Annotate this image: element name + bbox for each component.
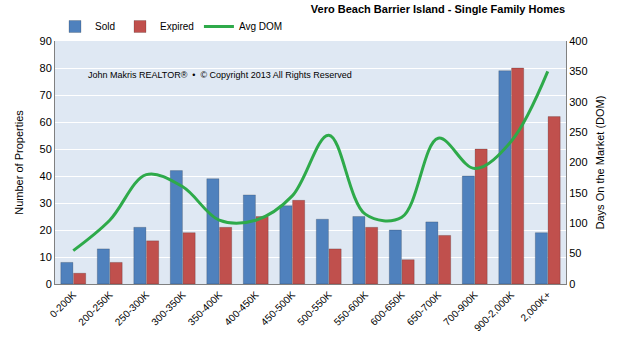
svg-text:900-2,000K: 900-2,000K — [472, 289, 517, 334]
svg-text:200-250K: 200-250K — [76, 289, 115, 328]
svg-text:200: 200 — [569, 156, 587, 168]
svg-text:2,000K+: 2,000K+ — [518, 289, 552, 323]
svg-text:350: 350 — [569, 65, 587, 77]
svg-text:450-500K: 450-500K — [259, 289, 298, 328]
svg-text:70: 70 — [40, 89, 52, 101]
svg-text:550-600K: 550-600K — [332, 289, 371, 328]
svg-text:50: 50 — [40, 143, 52, 155]
svg-text:30: 30 — [40, 197, 52, 209]
svg-text:300-350K: 300-350K — [149, 289, 188, 328]
svg-text:300: 300 — [569, 96, 587, 108]
svg-text:Avg DOM: Avg DOM — [239, 21, 282, 32]
svg-text:250-300K: 250-300K — [113, 289, 152, 328]
svg-text:40: 40 — [40, 170, 52, 182]
svg-text:400-450K: 400-450K — [222, 289, 261, 328]
svg-text:60: 60 — [40, 116, 52, 128]
svg-text:Expired: Expired — [160, 21, 194, 32]
svg-text:Sold: Sold — [95, 21, 115, 32]
svg-text:150: 150 — [569, 187, 587, 199]
svg-text:500-550K: 500-550K — [295, 289, 334, 328]
svg-text:0: 0 — [569, 278, 575, 290]
svg-text:350-400K: 350-400K — [186, 289, 225, 328]
svg-text:John Makris REALTOR® • © Cop: John Makris REALTOR® • © Copyright 2013 … — [88, 70, 352, 80]
svg-text:0: 0 — [46, 278, 52, 290]
svg-text:250: 250 — [569, 126, 587, 138]
svg-text:50: 50 — [569, 247, 581, 259]
svg-text:Vero Beach Barrier Island - Si: Vero Beach Barrier Island - Single Famil… — [311, 3, 565, 15]
svg-text:20: 20 — [40, 224, 52, 236]
svg-text:0-200K: 0-200K — [48, 289, 79, 320]
svg-text:90: 90 — [40, 35, 52, 47]
svg-text:10: 10 — [40, 251, 52, 263]
svg-text:400: 400 — [569, 35, 587, 47]
svg-text:650-700K: 650-700K — [405, 289, 444, 328]
svg-text:Number of Properties: Number of Properties — [13, 110, 25, 215]
svg-text:600-650K: 600-650K — [368, 289, 407, 328]
svg-text:100: 100 — [569, 217, 587, 229]
svg-text:700-900K: 700-900K — [441, 289, 480, 328]
svg-text:80: 80 — [40, 62, 52, 74]
svg-text:Days On the Market (DOM): Days On the Market (DOM) — [594, 96, 606, 230]
